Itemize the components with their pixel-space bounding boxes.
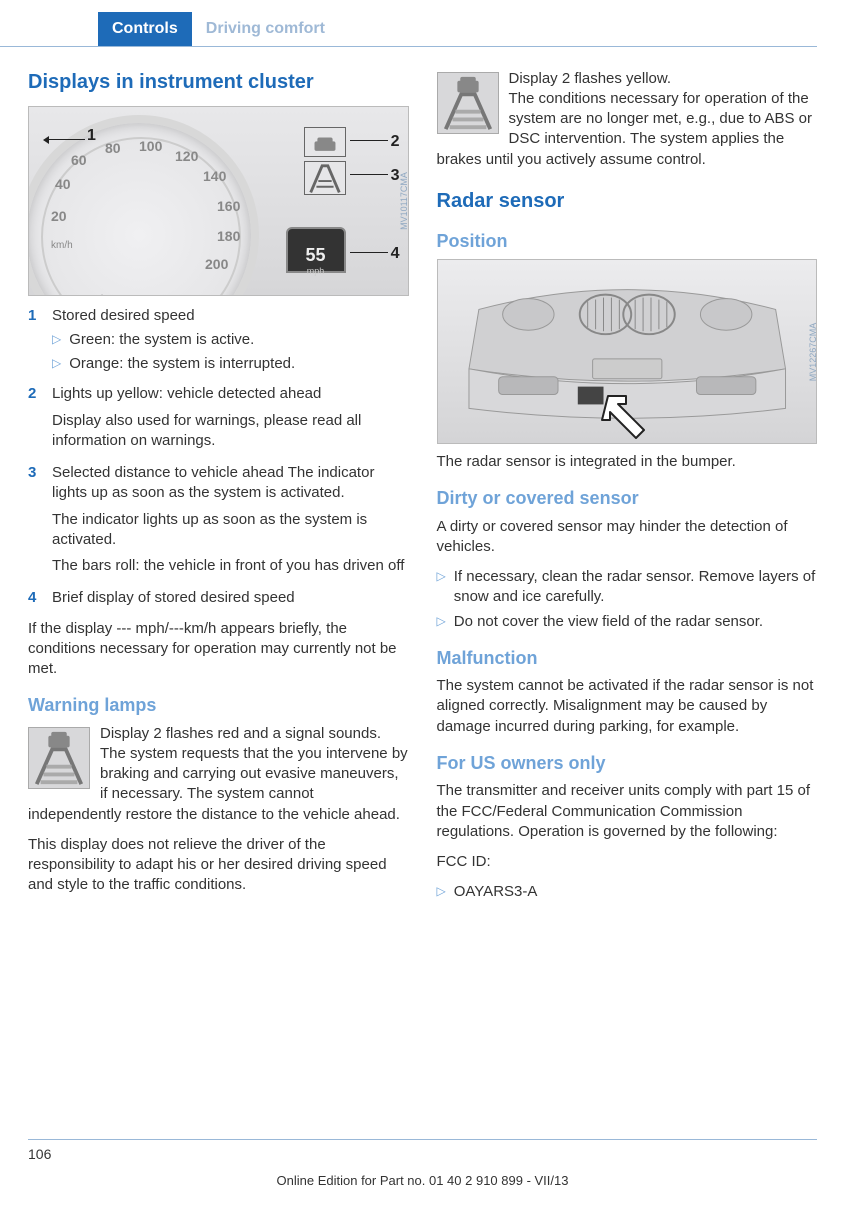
callout-1: 1: [87, 125, 96, 147]
flash-text: Display 2 flashes yellow.: [509, 70, 672, 87]
list-item: 2 Lights up yellow: vehicle detected ahe…: [28, 384, 409, 457]
fcc-bullets: ▷ OAYARS3-A: [437, 882, 818, 902]
triangle-bullet: ▷: [52, 354, 61, 374]
malfunction-text: The system cannot be activated if the ra…: [437, 676, 818, 737]
tick: 40: [55, 175, 71, 194]
tick: 160: [127, 291, 150, 296]
callout-line: [350, 252, 388, 253]
item-text: The indicator lights up as soon as the s…: [52, 510, 409, 551]
callout-line: [350, 140, 388, 141]
warning-lane-icon: [28, 727, 90, 789]
page-number: 106: [28, 1145, 51, 1164]
tick: 160: [217, 197, 240, 216]
figure-radar-position: MV12267CMA: [437, 259, 818, 444]
dirty-text: A dirty or covered sensor may hinder the…: [437, 517, 818, 558]
warning-lane-icon: [437, 72, 499, 134]
arrowhead: [43, 136, 49, 144]
mini-speed-unit: mph: [288, 265, 344, 277]
item-text: Selected distance to vehicle ahead The i…: [52, 464, 374, 501]
heading-malfunction: Malfunction: [437, 646, 818, 670]
figure-code: MV12267CMA: [807, 322, 819, 381]
tick: 120: [175, 147, 198, 166]
triangle-bullet: ▷: [52, 330, 61, 350]
pointer-arrow: [598, 390, 648, 446]
tick: 180: [217, 227, 240, 246]
figure-code: MV10117CMA: [398, 172, 408, 230]
dirty-bullets: ▷If necessary, clean the radar sensor. R…: [437, 567, 818, 632]
unit-kmh: km/h: [51, 239, 73, 253]
item-text: Display also used for warnings, please r…: [52, 411, 409, 452]
item-text: Brief display of stored desired speed: [52, 589, 295, 606]
yellow-flash-block: Display 2 flashes yellow. The conditions…: [437, 69, 818, 170]
header-spacer: [0, 12, 98, 46]
warn-text: Display 2 flashes red and a signal sound…: [100, 725, 381, 742]
warn-text: This display does not relieve the driver…: [28, 835, 409, 896]
note-paragraph: If the display --- mph/---km/h appears b…: [28, 619, 409, 680]
numbered-list: 1 Stored desired speed ▷Green: the syste…: [28, 306, 409, 609]
mini-speed-value: 55: [288, 229, 344, 267]
item-text: Lights up yellow: vehicle detected ahead: [52, 385, 321, 402]
list-item: 4 Brief display of stored desired speed: [28, 588, 409, 608]
tick: 140: [203, 167, 226, 186]
callout-2: 2: [391, 131, 400, 153]
us-text: The transmitter and receiver units compl…: [437, 781, 818, 842]
heading-radar-sensor: Radar sensor: [437, 188, 818, 215]
warning-block: Display 2 flashes red and a signal sound…: [28, 724, 409, 825]
tick: 80: [105, 139, 121, 158]
speedometer-gauge: 40 60 80 100 120 140 160 180 200 20 160 …: [28, 115, 259, 296]
mini-speed-display: 55 mph: [286, 227, 346, 273]
callout-line: [350, 174, 388, 175]
content-columns: Displays in instrument cluster MV10117CM…: [0, 47, 845, 907]
bullet-text: Do not cover the view field of the radar…: [454, 612, 763, 632]
heading-position: Position: [437, 229, 818, 253]
unit-mph: mph: [87, 293, 106, 296]
heading-displays: Displays in instrument cluster: [28, 69, 409, 96]
item-text: The bars roll: the vehicle in front of y…: [52, 556, 409, 576]
sub-item: Green: the system is active.: [69, 330, 254, 350]
tick: 20: [51, 207, 67, 226]
callout-3: 3: [391, 165, 400, 187]
list-item: 3 Selected distance to vehicle ahead The…: [28, 463, 409, 582]
footer-divider: [28, 1139, 817, 1140]
list-item: 1 Stored desired speed ▷Green: the syste…: [28, 306, 409, 379]
triangle-bullet: ▷: [437, 567, 446, 608]
footer-text: Online Edition for Part no. 01 40 2 910 …: [0, 1172, 845, 1190]
sub-item: Orange: the system is interrupted.: [69, 354, 295, 374]
position-text: The radar sensor is integrated in the bu…: [437, 452, 818, 472]
header-bar: Controls Driving comfort: [0, 12, 817, 47]
tick: 60: [71, 151, 87, 170]
triangle-bullet: ▷: [437, 882, 446, 902]
tick: 100: [139, 137, 162, 156]
right-column: Display 2 flashes yellow. The conditions…: [437, 69, 818, 907]
tick: 200: [205, 255, 228, 274]
bullet-text: If necessary, clean the radar sensor. Re…: [454, 567, 817, 608]
callout-line: [47, 139, 85, 140]
left-column: Displays in instrument cluster MV10117CM…: [28, 69, 409, 907]
callout-4: 4: [391, 243, 400, 265]
figure-instrument-cluster: MV10117CMA 40 60 80 100 120 140 160 180 …: [28, 106, 409, 296]
heading-us-owners: For US owners only: [437, 751, 818, 775]
tab-controls: Controls: [98, 12, 192, 46]
tab-driving-comfort: Driving comfort: [192, 12, 339, 46]
distance-bars-icon: [304, 161, 346, 195]
item-text: Stored desired speed: [52, 307, 195, 324]
triangle-bullet: ▷: [437, 612, 446, 632]
fcc-label: FCC ID:: [437, 852, 818, 872]
heading-dirty-sensor: Dirty or covered sensor: [437, 486, 818, 510]
bullet-text: OAYARS3-A: [454, 882, 538, 902]
heading-warning-lamps: Warning lamps: [28, 693, 409, 717]
vehicle-ahead-icon: [304, 127, 346, 157]
